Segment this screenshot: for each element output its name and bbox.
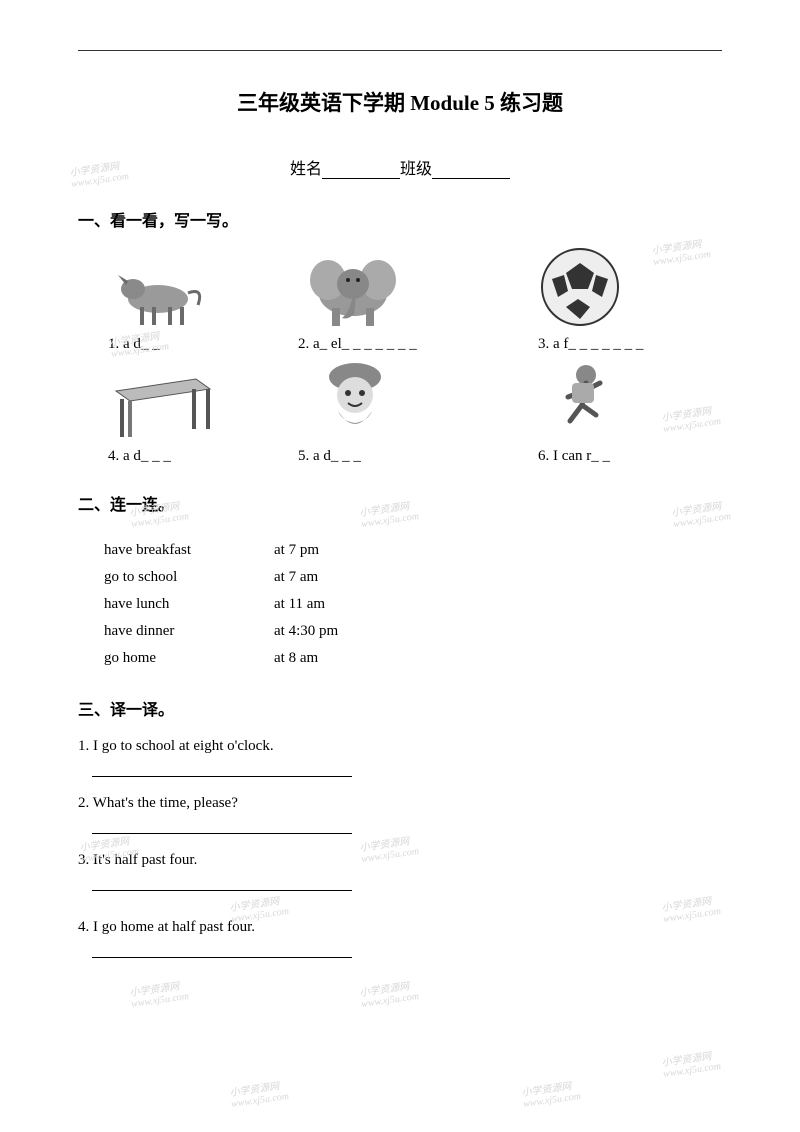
translate-q: 4. I go home at half past four. bbox=[78, 919, 255, 935]
match-row: have breakfast at 7 pm bbox=[104, 537, 722, 564]
match-row: have lunch at 11 am bbox=[104, 591, 722, 618]
watermark: 小学资源网www.xj5u.com bbox=[660, 1046, 721, 1080]
name-blank[interactable] bbox=[322, 163, 400, 179]
match-left: have lunch bbox=[104, 591, 274, 618]
match-right: at 11 am bbox=[274, 591, 325, 618]
dog-icon bbox=[108, 267, 208, 334]
translate-item-1: 1. I go to school at eight o'clock. bbox=[78, 738, 722, 777]
match-row: go home at 8 am bbox=[104, 645, 722, 672]
desk-icon bbox=[108, 369, 218, 446]
q1: 1. a d_ _ bbox=[108, 336, 298, 353]
q6: 6. I can r_ _ bbox=[538, 448, 610, 465]
name-class-row: 姓名 班级 bbox=[78, 155, 722, 179]
watermark: 小学资源网www.xj5u.com bbox=[228, 1076, 289, 1110]
match-left: have dinner bbox=[104, 618, 274, 645]
translate-item-4: 4. I go home at half past four. bbox=[78, 919, 722, 958]
elephant-icon bbox=[298, 254, 408, 334]
watermark: 小学资源网www.xj5u.com bbox=[520, 1076, 581, 1110]
q5: 5. a d_ _ _ bbox=[298, 448, 538, 465]
match-left: go to school bbox=[104, 564, 274, 591]
image-row-1 bbox=[78, 245, 722, 334]
match-table: have breakfast at 7 pm go to school at 7… bbox=[78, 537, 722, 672]
match-right: at 4:30 pm bbox=[274, 618, 338, 645]
question-row-2: 4. a d_ _ _ 5. a d_ _ _ 6. I can r_ _ bbox=[78, 448, 722, 465]
section-2-title: 二、连一连。 bbox=[78, 491, 722, 515]
football-icon bbox=[538, 245, 622, 334]
answer-line[interactable] bbox=[92, 942, 352, 958]
match-left: have breakfast bbox=[104, 537, 274, 564]
watermark: 小学资源网www.xj5u.com bbox=[128, 976, 189, 1010]
run-icon bbox=[542, 361, 622, 446]
match-left: go home bbox=[104, 645, 274, 672]
translate-item-3: 3. It's half past four. bbox=[78, 852, 722, 891]
name-label: 姓名 bbox=[290, 161, 322, 178]
answer-line[interactable] bbox=[92, 818, 352, 834]
page-title: 三年级英语下学期 Module 5 练习题 bbox=[78, 87, 722, 117]
match-right: at 7 pm bbox=[274, 537, 319, 564]
match-right: at 7 am bbox=[274, 564, 318, 591]
translate-q: 1. I go to school at eight o'clock. bbox=[78, 738, 274, 754]
doll-icon bbox=[318, 359, 392, 446]
watermark: 小学资源网www.xj5u.com bbox=[358, 976, 419, 1010]
image-row-2 bbox=[78, 359, 722, 446]
class-blank[interactable] bbox=[432, 163, 510, 179]
translate-q: 2. What's the time, please? bbox=[78, 795, 238, 811]
answer-line[interactable] bbox=[92, 761, 352, 777]
answer-line[interactable] bbox=[92, 875, 352, 891]
q3: 3. a f_ _ _ _ _ _ _ bbox=[538, 336, 643, 353]
match-right: at 8 am bbox=[274, 645, 318, 672]
q4: 4. a d_ _ _ bbox=[108, 448, 298, 465]
section-3-title: 三、译一译。 bbox=[78, 696, 722, 720]
question-row-1: 1. a d_ _ 2. a_ el_ _ _ _ _ _ _ 3. a f_ … bbox=[78, 336, 722, 353]
top-border-line bbox=[78, 50, 722, 51]
translate-item-2: 2. What's the time, please? bbox=[78, 795, 722, 834]
match-row: have dinner at 4:30 pm bbox=[104, 618, 722, 645]
section-1-title: 一、看一看，写一写。 bbox=[78, 207, 722, 231]
match-row: go to school at 7 am bbox=[104, 564, 722, 591]
translate-q: 3. It's half past four. bbox=[78, 852, 197, 868]
q2: 2. a_ el_ _ _ _ _ _ _ bbox=[298, 336, 538, 353]
class-label: 班级 bbox=[400, 161, 432, 178]
